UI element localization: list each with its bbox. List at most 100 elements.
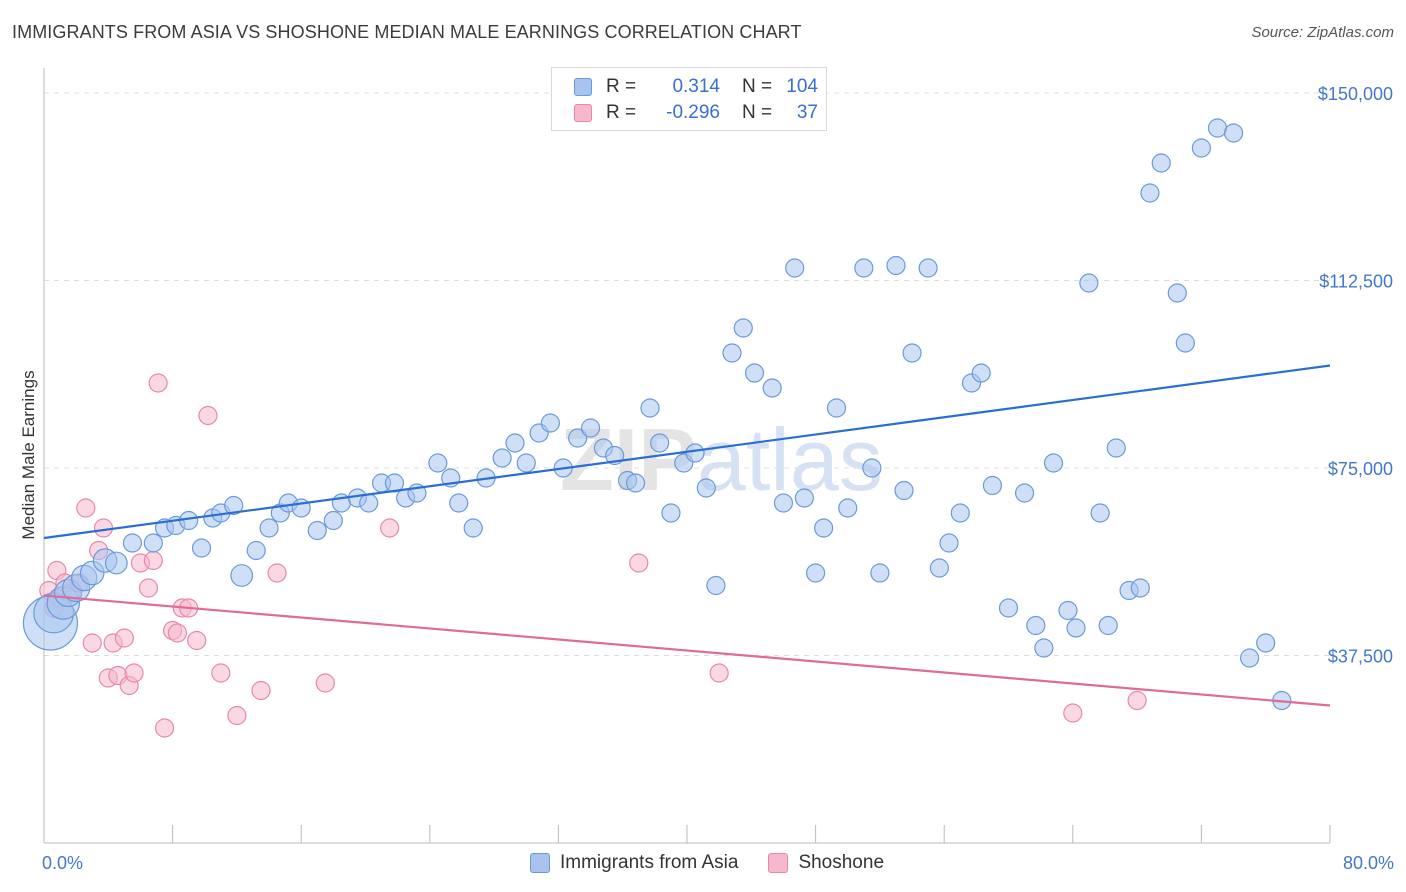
legend-r-label: R = [606, 102, 637, 123]
shoshone-point [187, 630, 207, 651]
trend-lines [43, 364, 1331, 707]
asia-point [862, 458, 882, 478]
asia-point [307, 520, 327, 541]
y-tick-label: $75,000 [1328, 459, 1393, 479]
asia-point [1223, 123, 1244, 143]
axes [43, 68, 1331, 844]
asia-point [1034, 638, 1054, 658]
legend-swatch-shoshone [574, 104, 592, 122]
x-tick-labels: 0.0% 80.0% [42, 853, 1394, 873]
shoshone-point [380, 518, 400, 538]
asia-point [1140, 183, 1160, 203]
asia-point [1191, 138, 1212, 158]
asia-point [104, 551, 128, 575]
shoshone-point [709, 663, 729, 683]
source-label: Source: ZipAtlas.com [1251, 24, 1394, 41]
shoshone-trend-line [43, 594, 1331, 707]
shoshone-point [198, 405, 218, 426]
asia-point [696, 478, 716, 498]
asia-point [814, 518, 834, 538]
asia-point [918, 258, 938, 278]
asia-points [22, 118, 1292, 711]
asia-point [685, 443, 705, 463]
asia-point [1098, 615, 1118, 636]
asia-point [230, 564, 254, 587]
legend-r-value: 0.314 [672, 76, 720, 97]
asia-point [1240, 648, 1260, 668]
legend-r-label: R = [606, 76, 637, 97]
asia-point [870, 563, 890, 583]
asia-point [854, 258, 874, 278]
shoshone-point [629, 553, 649, 573]
legend-n-value: 104 [786, 76, 818, 97]
legend-item-asia[interactable]: Immigrants from Asia [530, 852, 738, 874]
asia-point [640, 398, 660, 418]
legend-item-shoshone[interactable]: Shoshone [768, 852, 884, 874]
shoshone-point [167, 623, 188, 643]
x-tick-label: 0.0% [42, 853, 83, 873]
asia-point [785, 258, 805, 278]
shoshone-point [211, 663, 231, 683]
asia-point [1014, 483, 1035, 503]
y-tick-label: $150,000 [1318, 84, 1393, 104]
asia-point [998, 598, 1019, 618]
legend-label-shoshone: Shoshone [798, 852, 885, 873]
asia-point [568, 428, 588, 448]
series-legend: Immigrants from Asia Shoshone [530, 852, 914, 874]
y-tick-label: $112,500 [1319, 272, 1393, 292]
asia-point [929, 558, 949, 578]
shoshone-point [315, 673, 335, 693]
asia-point [773, 493, 794, 513]
chart-title: IMMIGRANTS FROM ASIA VS SHOSHONE MEDIAN … [12, 22, 802, 42]
asia-point [1058, 600, 1078, 621]
asia-point [323, 510, 343, 531]
asia-point [805, 563, 826, 583]
shoshone-point [114, 628, 134, 648]
asia-point [580, 418, 601, 438]
asia-point [1256, 633, 1276, 653]
asia-point [1079, 273, 1099, 293]
shoshone-point [82, 633, 102, 653]
asia-point [1167, 283, 1187, 303]
asia-point [744, 363, 765, 383]
legend-row-asia: R = 0.314 N = 104 [574, 76, 818, 98]
shoshone-point [143, 550, 163, 571]
asia-point [1207, 118, 1228, 138]
shoshone-point [148, 373, 168, 393]
asia-point [463, 518, 483, 538]
shoshone-point [93, 518, 114, 538]
asia-point [886, 255, 906, 276]
shoshone-point [124, 663, 144, 683]
shoshone-point [154, 718, 175, 738]
shoshone-point [251, 680, 271, 701]
asia-point [1090, 503, 1110, 523]
stats-legend: R = 0.314 N = 104 R = -0.296 N = 37 [551, 67, 827, 131]
y-axis-label: Median Male Earnings [19, 370, 38, 539]
asia-point [505, 433, 525, 453]
legend-n-label: N = [742, 76, 773, 97]
legend-swatch-asia [574, 78, 592, 96]
legend-n-label: N = [742, 102, 773, 123]
shoshone-point [267, 563, 287, 583]
legend-row-shoshone: R = -0.296 N = 37 [574, 102, 818, 124]
shoshone-point [1127, 690, 1147, 711]
legend-n-value: 37 [796, 102, 818, 123]
shoshone-point [227, 705, 247, 726]
asia-point [902, 343, 922, 363]
shoshone-point [1063, 703, 1083, 723]
asia-point [722, 343, 742, 363]
asia-point [1175, 333, 1195, 353]
legend-swatch-asia [530, 853, 550, 873]
gridlines [44, 92, 1330, 656]
watermark-text: ZIPatlas [560, 410, 883, 509]
asia-trend-line [43, 364, 1331, 540]
asia-point [359, 493, 379, 513]
asia-point [1151, 153, 1171, 173]
asia-point [428, 453, 448, 473]
asia-point [650, 433, 670, 453]
asia-point [894, 480, 914, 501]
asia-point [826, 398, 847, 418]
asia-point [492, 448, 512, 468]
asia-point [838, 498, 858, 518]
